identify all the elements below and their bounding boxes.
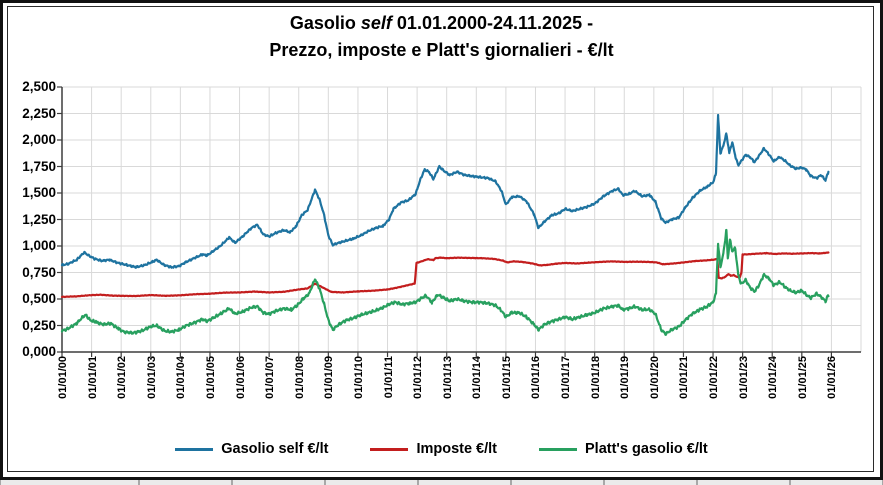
x-tick-label: 01/01/25 <box>796 356 809 399</box>
x-tick-label: 01/01/03 <box>145 356 158 399</box>
x-tick-label: 01/01/10 <box>352 356 365 399</box>
y-tick-label: 0,750 <box>22 264 56 280</box>
chart-title-line1: Gasolio self 01.01.2000-24.11.2025 - <box>0 10 883 37</box>
x-tick-label: 01/01/08 <box>293 356 306 399</box>
x-tick-label: 01/01/13 <box>441 356 454 399</box>
x-tick-label: 01/01/06 <box>234 356 247 399</box>
x-tick-label: 01/01/04 <box>175 356 188 399</box>
legend-item-imposte[interactable]: Imposte €/lt <box>370 441 497 457</box>
x-tick-label: 01/01/24 <box>767 356 780 399</box>
x-tick-label: 01/01/20 <box>648 356 661 399</box>
series-line-1 <box>60 251 830 299</box>
title-text-post: 01.01.2000-24.11.2025 - <box>391 13 594 33</box>
title-text-pre: Gasolio <box>289 13 361 33</box>
y-tick-label: 2,250 <box>22 105 56 121</box>
legend-label: Gasolio self €/lt <box>221 441 329 457</box>
title-text-italic: self <box>360 13 392 33</box>
x-tick-label: 01/01/11 <box>382 356 395 399</box>
chart-inner-border <box>7 6 874 472</box>
y-tick-label: 1,250 <box>22 211 56 227</box>
y-tick-label: 2,500 <box>22 79 56 94</box>
x-tick-label: 01/01/26 <box>826 356 839 399</box>
x-tick-label: 01/01/07 <box>264 356 277 399</box>
y-tick-label: 1,750 <box>22 158 56 174</box>
x-tick-label: 01/01/19 <box>619 356 632 399</box>
x-tick-label: 01/01/21 <box>678 356 691 399</box>
x-tick-label: 01/01/18 <box>589 356 602 399</box>
y-tick-label: 1,000 <box>22 238 56 253</box>
chart-title-line2: Prezzo, imposte e Platt's giornalieri - … <box>269 40 614 60</box>
legend-line-swatch-blue <box>175 447 214 451</box>
y-tick-label: 0,500 <box>22 291 56 306</box>
y-tick-label: 1,500 <box>22 185 56 200</box>
x-tick-label: 01/01/16 <box>530 356 543 399</box>
legend-line-swatch-green <box>539 447 578 451</box>
x-tick-label: 01/01/12 <box>412 356 425 399</box>
x-tick-label: 01/01/05 <box>204 356 217 399</box>
legend-label: Platt's gasolio €/lt <box>585 441 708 457</box>
x-tick-label: 01/01/17 <box>560 356 573 399</box>
x-tick-label: 01/01/02 <box>116 356 129 399</box>
x-tick-label: 01/01/09 <box>323 356 336 399</box>
x-tick-label: 01/01/22 <box>708 356 721 399</box>
x-tick-label: 01/01/14 <box>471 356 484 399</box>
y-tick-label: 0,250 <box>22 317 56 333</box>
y-tick-label: 2,000 <box>22 132 56 147</box>
y-tick-label: 0,000 <box>22 344 56 359</box>
legend-label: Imposte €/lt <box>416 441 498 457</box>
series-line-0 <box>60 113 830 269</box>
series-line-2 <box>60 228 830 336</box>
legend-item-gasolio-self[interactable]: Gasolio self €/lt <box>175 441 328 457</box>
x-tick-label: 01/01/15 <box>500 356 513 399</box>
x-tick-label: 01/01/23 <box>737 356 750 399</box>
chart-legend[interactable]: Gasolio self €/lt Imposte €/lt Platt's g… <box>0 441 883 457</box>
spreadsheet-cells-edge <box>0 480 883 485</box>
legend-line-swatch-red <box>370 447 409 451</box>
x-tick-label: 01/01/01 <box>86 356 99 399</box>
x-tick-label: 01/01/00 <box>57 356 69 399</box>
legend-item-platts[interactable]: Platt's gasolio €/lt <box>539 441 708 457</box>
chart-title: Gasolio self 01.01.2000-24.11.2025 - Pre… <box>0 10 883 64</box>
